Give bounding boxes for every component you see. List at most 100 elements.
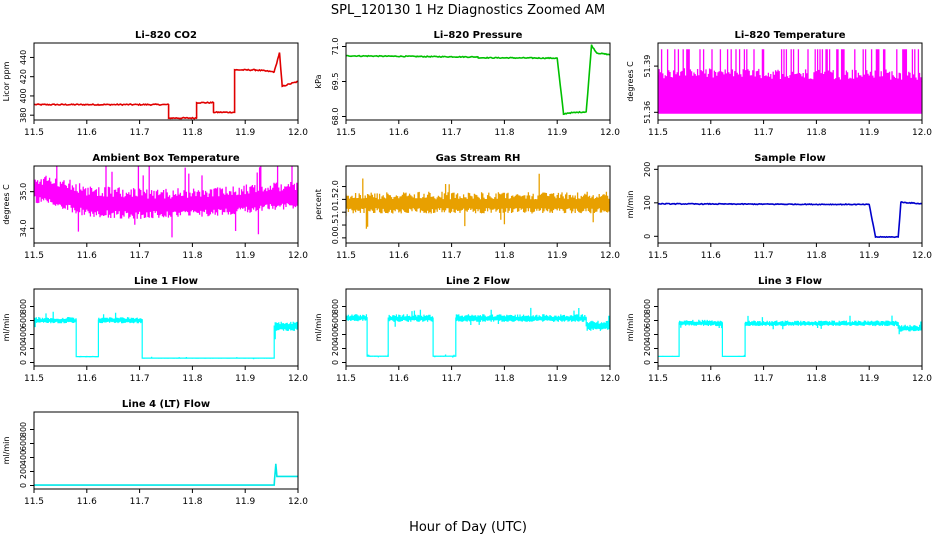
x-tick-label: 11.7 <box>442 374 462 384</box>
plot-frame <box>657 42 923 121</box>
chart-panel: Line 1 Flow ml/min 11.5 11.6 11.7 11.8 11.9 12.… <box>2 276 308 384</box>
x-tick-label: 11.8 <box>182 128 202 138</box>
chart-panel: Sample Flow ml/min 11.5 11.6 11.7 11.8 11.9 12.… <box>626 153 932 261</box>
series <box>34 463 298 486</box>
x-tick-label: 11.8 <box>494 128 514 138</box>
y-axis-label: ml/min <box>2 314 11 342</box>
x-tick-label: 11.6 <box>701 374 721 384</box>
chart-panel: Line 3 Flow ml/min 11.5 11.6 11.7 11.8 11.9 12.… <box>626 276 932 384</box>
x-tick-label: 11.7 <box>442 128 462 138</box>
y-axis-label: percent <box>314 189 323 220</box>
x-tick-label: 12.0 <box>288 251 308 261</box>
x-tick-label: 11.9 <box>547 251 567 261</box>
x-tick-label: 11.8 <box>182 374 202 384</box>
y-tick-label: 400 <box>19 88 28 103</box>
panel-title: Li–820 Temperature <box>734 30 845 41</box>
x-tick-label: 11.8 <box>494 374 514 384</box>
series-line <box>34 52 298 120</box>
series-line <box>34 319 298 359</box>
y-tick-label: 800 <box>331 299 340 314</box>
x-tick-label: 11.5 <box>336 251 356 261</box>
series-line <box>34 187 298 205</box>
x-tick-label: 11.9 <box>547 128 567 138</box>
y-tick-label: 0 <box>19 360 28 365</box>
x-tick-label: 11.7 <box>754 251 774 261</box>
x-tick-label: 11.9 <box>235 374 255 384</box>
x-tick-label: 12.0 <box>912 251 932 261</box>
plot-frame <box>345 288 611 367</box>
plot-frame <box>33 42 299 121</box>
y-axis-label: degrees C <box>626 61 635 102</box>
series <box>346 173 610 229</box>
x-tick-label: 11.8 <box>806 374 826 384</box>
series <box>346 44 610 116</box>
x-tick-label: 12.0 <box>600 128 620 138</box>
y-tick-label: 35.0 <box>19 183 28 201</box>
y-tick-label: 0.5 <box>331 219 340 232</box>
x-tick-label: 11.7 <box>130 251 150 261</box>
y-tick-label: 51.39 <box>643 55 652 78</box>
x-tick-label: 11.6 <box>77 374 97 384</box>
y-tick-label: 0.0 <box>331 232 340 245</box>
y-tick-label: 0 <box>643 234 652 239</box>
x-tick-label: 11.7 <box>754 374 774 384</box>
series <box>34 311 298 360</box>
x-tick-label: 11.9 <box>859 251 879 261</box>
x-tick-label: 11.5 <box>336 128 356 138</box>
y-tick-label: 51.36 <box>643 101 652 124</box>
y-tick-label: 0 <box>331 360 340 365</box>
y-tick-label: 200 <box>643 162 652 177</box>
x-tick-label: 12.0 <box>912 128 932 138</box>
x-tick-label: 11.5 <box>648 374 668 384</box>
x-tick-label: 11.8 <box>182 497 202 507</box>
x-tick-label: 12.0 <box>288 497 308 507</box>
x-tick-label: 11.7 <box>130 128 150 138</box>
y-tick-label: 600 <box>643 313 652 328</box>
x-tick-label: 11.8 <box>182 251 202 261</box>
x-tick-label: 11.6 <box>701 128 721 138</box>
x-tick-label: 11.9 <box>859 128 879 138</box>
chart-panel: Gas Stream RH percent 11.5 11.6 11.7 11.8 11.9… <box>314 153 620 261</box>
y-tick-label: 400 <box>331 327 340 342</box>
series-band <box>346 307 610 358</box>
x-tick-label: 11.5 <box>648 251 668 261</box>
panel-title: Line 3 Flow <box>758 276 822 287</box>
panel-title: Li–820 Pressure <box>434 30 523 41</box>
x-tick-label: 11.9 <box>235 128 255 138</box>
y-tick-label: 600 <box>331 313 340 328</box>
y-tick-label: 600 <box>19 436 28 451</box>
x-tick-label: 11.9 <box>235 251 255 261</box>
plot-frame <box>33 288 299 367</box>
x-tick-label: 11.9 <box>547 374 567 384</box>
x-tick-label: 11.5 <box>24 128 44 138</box>
x-tick-label: 11.6 <box>77 251 97 261</box>
x-tick-label: 11.6 <box>389 374 409 384</box>
x-tick-label: 11.5 <box>24 374 44 384</box>
x-tick-label: 11.6 <box>77 497 97 507</box>
figure-xlabel: Hour of Day (UTC) <box>409 520 527 535</box>
x-tick-label: 12.0 <box>600 374 620 384</box>
y-tick-label: 0 <box>19 483 28 488</box>
y-tick-label: 1.5 <box>331 193 340 206</box>
x-tick-label: 11.8 <box>806 128 826 138</box>
x-tick-label: 11.8 <box>494 251 514 261</box>
y-tick-label: 100 <box>643 195 652 210</box>
y-tick-label: 420 <box>19 69 28 84</box>
plot-frame <box>345 165 611 244</box>
y-tick-label: 800 <box>19 299 28 314</box>
y-axis-label: kPa <box>314 74 323 88</box>
x-tick-label: 11.9 <box>859 374 879 384</box>
series <box>34 166 298 238</box>
y-tick-label: 400 <box>19 327 28 342</box>
y-axis-label: degrees C <box>2 184 11 225</box>
y-tick-label: 0 <box>643 360 652 365</box>
x-tick-label: 11.5 <box>24 251 44 261</box>
plot-frame <box>345 42 611 121</box>
chart-panel: Li–820 Temperature degrees C 11.5 11.6 11.7 1… <box>626 30 932 138</box>
series-line <box>658 322 922 357</box>
panel-title: Sample Flow <box>754 153 826 164</box>
x-tick-label: 11.5 <box>648 128 668 138</box>
chart-panel: Ambient Box Temperature degrees C 11.5 11.6… <box>2 153 308 261</box>
series-line <box>658 201 922 239</box>
